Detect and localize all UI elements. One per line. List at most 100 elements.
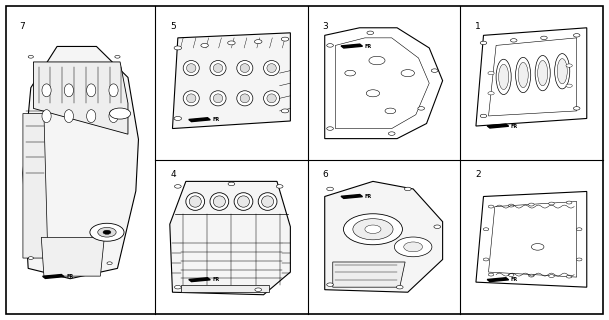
Ellipse shape — [262, 196, 273, 207]
Polygon shape — [23, 114, 48, 258]
Circle shape — [566, 84, 572, 87]
Polygon shape — [333, 262, 405, 287]
Ellipse shape — [555, 54, 570, 89]
Circle shape — [529, 274, 534, 277]
Circle shape — [327, 283, 334, 286]
Ellipse shape — [109, 84, 118, 97]
Polygon shape — [172, 33, 290, 129]
Text: 6: 6 — [323, 170, 328, 179]
Circle shape — [255, 40, 262, 44]
Text: FR: FR — [510, 124, 518, 129]
Circle shape — [98, 228, 116, 237]
Text: 3: 3 — [323, 22, 328, 31]
Ellipse shape — [234, 193, 253, 210]
Polygon shape — [33, 62, 128, 134]
Text: FR: FR — [212, 277, 219, 282]
Ellipse shape — [516, 57, 530, 93]
Circle shape — [484, 258, 489, 261]
Ellipse shape — [557, 59, 567, 84]
Ellipse shape — [213, 196, 225, 207]
Polygon shape — [170, 181, 290, 295]
Circle shape — [566, 275, 572, 278]
Circle shape — [509, 274, 514, 276]
Circle shape — [509, 204, 514, 207]
Circle shape — [396, 285, 403, 289]
Ellipse shape — [65, 84, 74, 97]
Circle shape — [276, 185, 283, 188]
Circle shape — [327, 127, 334, 130]
Ellipse shape — [499, 64, 509, 90]
Circle shape — [327, 187, 334, 191]
Ellipse shape — [535, 55, 551, 91]
Circle shape — [366, 90, 379, 97]
Text: FR: FR — [510, 277, 518, 282]
Circle shape — [541, 36, 547, 40]
Ellipse shape — [267, 64, 276, 73]
Circle shape — [481, 41, 487, 44]
Circle shape — [201, 44, 208, 47]
Circle shape — [367, 31, 373, 35]
Circle shape — [404, 187, 411, 191]
Ellipse shape — [213, 94, 223, 103]
Circle shape — [488, 273, 494, 276]
Circle shape — [255, 288, 261, 292]
Circle shape — [549, 275, 554, 277]
Polygon shape — [487, 278, 509, 282]
Ellipse shape — [65, 110, 74, 123]
Ellipse shape — [267, 94, 276, 103]
Ellipse shape — [538, 60, 547, 86]
Polygon shape — [341, 195, 362, 198]
Circle shape — [174, 46, 181, 50]
Circle shape — [577, 228, 582, 231]
Circle shape — [228, 182, 235, 186]
Circle shape — [385, 108, 396, 114]
Circle shape — [488, 205, 494, 208]
Circle shape — [369, 56, 385, 65]
Circle shape — [549, 202, 554, 205]
Text: FR: FR — [364, 194, 371, 199]
Ellipse shape — [42, 110, 51, 123]
Ellipse shape — [186, 94, 196, 103]
Polygon shape — [180, 285, 269, 292]
Circle shape — [395, 237, 432, 257]
Polygon shape — [23, 46, 138, 279]
Ellipse shape — [238, 196, 250, 207]
Text: 7: 7 — [19, 22, 25, 31]
Circle shape — [343, 214, 403, 245]
Circle shape — [574, 107, 580, 110]
Circle shape — [345, 70, 356, 76]
Circle shape — [510, 39, 517, 42]
Ellipse shape — [264, 91, 280, 106]
Ellipse shape — [496, 59, 511, 94]
Ellipse shape — [213, 64, 223, 73]
Circle shape — [228, 41, 235, 45]
Text: 4: 4 — [171, 170, 176, 179]
Circle shape — [531, 244, 544, 250]
Polygon shape — [43, 275, 64, 278]
Circle shape — [90, 223, 124, 241]
Ellipse shape — [42, 84, 51, 97]
Polygon shape — [487, 124, 509, 128]
Ellipse shape — [186, 193, 205, 210]
Ellipse shape — [183, 91, 199, 106]
Ellipse shape — [186, 64, 196, 73]
Ellipse shape — [264, 60, 280, 76]
Ellipse shape — [240, 94, 250, 103]
Polygon shape — [476, 191, 586, 287]
Circle shape — [28, 55, 33, 58]
Polygon shape — [189, 278, 210, 282]
Polygon shape — [41, 237, 104, 276]
Circle shape — [110, 108, 130, 119]
Circle shape — [574, 34, 580, 37]
Ellipse shape — [210, 60, 226, 76]
Text: FR: FR — [364, 44, 371, 49]
Polygon shape — [325, 28, 443, 139]
Circle shape — [103, 230, 111, 234]
Circle shape — [418, 107, 424, 110]
Circle shape — [389, 132, 395, 135]
Circle shape — [481, 114, 487, 118]
Circle shape — [488, 92, 494, 95]
Circle shape — [431, 69, 438, 72]
Text: 1: 1 — [475, 22, 481, 31]
Circle shape — [434, 225, 440, 228]
